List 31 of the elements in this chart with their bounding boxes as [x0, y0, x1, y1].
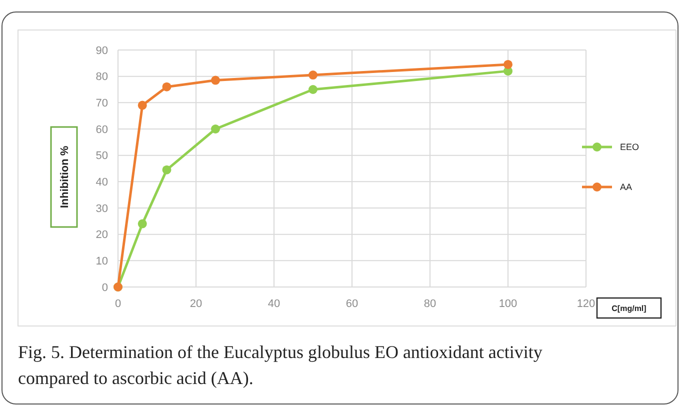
- y-tick-label: 90: [96, 44, 108, 57]
- y-tick-label: 30: [96, 202, 108, 215]
- y-tick-label: 40: [96, 176, 108, 189]
- x-axis-title: C[mg/ml]: [612, 304, 647, 313]
- point: [138, 219, 147, 228]
- y-tick-label: 20: [96, 229, 108, 242]
- y-tick-label: 80: [96, 71, 108, 84]
- point: [138, 100, 147, 110]
- x-tick-label: 20: [190, 298, 202, 310]
- y-tick-label: 50: [96, 150, 108, 162]
- x-tick-label: 40: [268, 298, 280, 310]
- x-tick-label: 120: [576, 298, 596, 310]
- y-tick-label: 60: [96, 124, 108, 136]
- legend-label: EEO: [620, 142, 640, 152]
- point: [162, 165, 172, 174]
- x-tick-label: 100: [498, 298, 518, 310]
- point: [504, 60, 512, 69]
- x-tick-label: 80: [424, 298, 436, 310]
- x-tick-label: 60: [346, 298, 358, 310]
- point: [162, 82, 172, 92]
- caption: Fig. 5. Determination of the Eucalyptus globulus EO antioxidant activity compared to ascorbic acid (AA).: [18, 342, 542, 388]
- point: [308, 70, 318, 80]
- point: [211, 76, 220, 85]
- y-tick-label: 0: [102, 282, 108, 294]
- x-tick-label: 0: [114, 298, 122, 310]
- y-tick-label: 70: [96, 98, 108, 110]
- point: [308, 85, 318, 94]
- y-tick-label: 10: [96, 256, 108, 268]
- legend-label: AA: [620, 182, 632, 192]
- point: [211, 124, 220, 134]
- y-axis-title: Inhibition %: [59, 146, 71, 208]
